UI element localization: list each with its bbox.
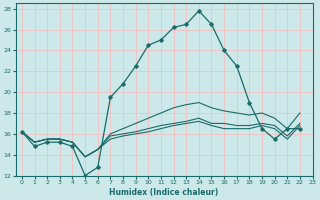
X-axis label: Humidex (Indice chaleur): Humidex (Indice chaleur) [109, 188, 219, 197]
